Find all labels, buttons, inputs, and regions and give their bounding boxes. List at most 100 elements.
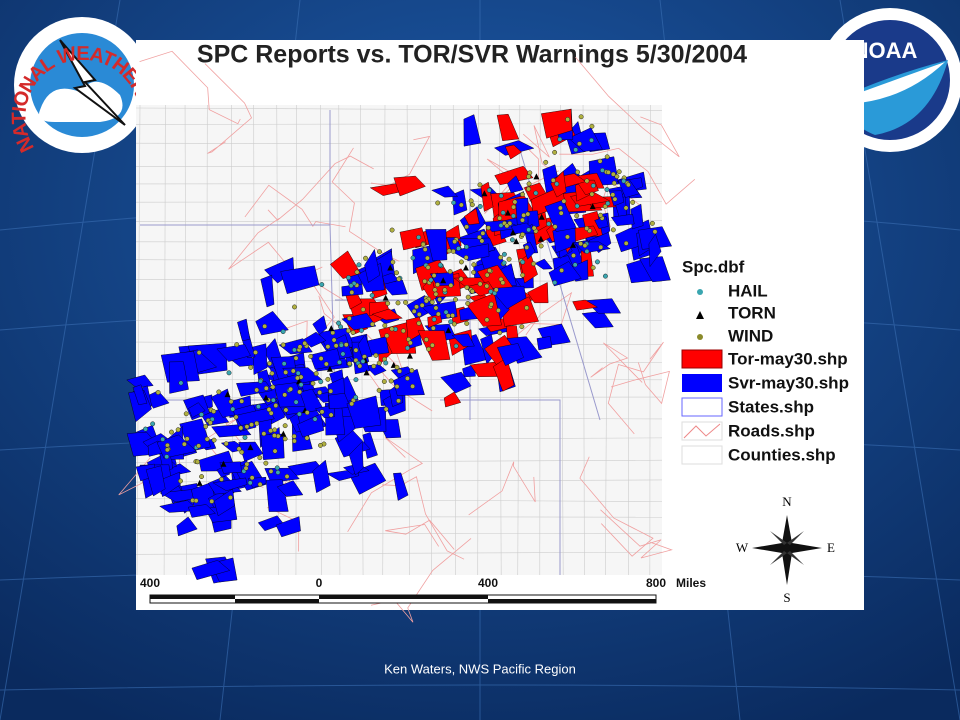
hail-report [428, 277, 434, 283]
road [610, 362, 670, 405]
wind-report [394, 270, 400, 276]
wind-report [407, 340, 413, 346]
wind-report [422, 278, 428, 284]
hail-report [178, 380, 184, 386]
severe-warning [260, 274, 275, 308]
wind-report [267, 361, 273, 367]
severe-warning [544, 199, 577, 232]
map-title: SPC Reports vs. TOR/SVR Warnings 5/30/20… [197, 41, 747, 69]
tornado-report [589, 203, 596, 210]
tornado-warning [527, 282, 549, 304]
wind-report [363, 255, 368, 261]
wind-report [411, 308, 417, 314]
wind-report [353, 347, 359, 353]
wind-report [552, 224, 558, 230]
wind-report [381, 379, 387, 384]
wind-report [280, 342, 286, 348]
wind-report [465, 301, 471, 306]
severe-warning [145, 465, 166, 497]
hail-report [270, 397, 276, 403]
hail-report [348, 283, 354, 289]
wind-report [349, 289, 355, 295]
wind-report [447, 269, 453, 275]
wind-report [244, 461, 250, 467]
severe-warning [568, 127, 603, 152]
wind-report [304, 410, 310, 416]
wind-report [360, 307, 366, 312]
legend-symbol [697, 289, 703, 295]
wind-report [493, 287, 499, 293]
tornado-report [462, 264, 469, 271]
severe-warning [497, 343, 524, 366]
severe-warning [212, 477, 248, 492]
severe-warning [584, 298, 622, 314]
wind-report [216, 389, 222, 395]
wind-report [234, 342, 240, 348]
wind-report [578, 114, 584, 120]
wind-report [552, 149, 558, 155]
severe-warning [187, 504, 216, 518]
road [575, 56, 680, 158]
severe-warning [451, 333, 475, 347]
wind-report [384, 333, 390, 339]
wind-report [195, 459, 200, 465]
wind-report [268, 468, 274, 474]
scale-unit: Miles [676, 576, 706, 590]
wind-report [272, 448, 278, 454]
wind-report [574, 213, 580, 219]
map-features [118, 50, 696, 623]
legend-symbol [681, 349, 723, 369]
severe-warning [264, 467, 300, 483]
wind-report [184, 436, 190, 442]
hail-report [199, 412, 204, 418]
county-line [135, 220, 663, 222]
wind-report [400, 328, 406, 334]
severe-warning [312, 459, 331, 493]
hail-report [230, 406, 236, 412]
severe-warning [357, 334, 373, 359]
road [607, 341, 664, 435]
wind-report [272, 427, 278, 433]
wind-report [350, 330, 356, 335]
hail-report [501, 251, 507, 257]
hail-report [226, 370, 232, 376]
legend-label: States.shp [728, 397, 814, 416]
wind-report [310, 380, 316, 386]
hail-report [274, 465, 280, 471]
wind-report [497, 330, 503, 336]
wind-report [346, 315, 352, 321]
wind-report [233, 414, 239, 420]
wind-report [390, 259, 396, 265]
tornado-warning [572, 299, 599, 311]
wind-report [578, 241, 584, 247]
severe-warning [348, 441, 364, 476]
hail-report [590, 183, 596, 189]
wind-report [211, 437, 217, 443]
wind-report [611, 180, 617, 186]
wind-report [317, 442, 323, 448]
hail-report [498, 222, 504, 228]
tornado-warning [399, 227, 427, 251]
wind-report [313, 371, 319, 377]
wind-report [328, 412, 334, 418]
wind-report [288, 386, 294, 392]
wind-report [575, 169, 581, 175]
county-line [135, 107, 663, 111]
wind-report [448, 282, 454, 288]
wind-report [531, 225, 537, 231]
wind-report [416, 311, 422, 317]
wind-report [155, 389, 161, 395]
wind-report [458, 202, 464, 208]
wind-report [290, 368, 296, 374]
wind-report [282, 392, 288, 398]
severe-warning [534, 258, 553, 270]
wind-report [396, 276, 402, 282]
tornado-warning [466, 292, 502, 327]
severe-warning [364, 248, 381, 283]
wind-report [349, 401, 355, 407]
wind-report [183, 411, 189, 417]
hail-report [383, 360, 389, 366]
wind-report [506, 256, 512, 262]
tornado-report [220, 460, 227, 467]
hail-report [510, 213, 516, 219]
